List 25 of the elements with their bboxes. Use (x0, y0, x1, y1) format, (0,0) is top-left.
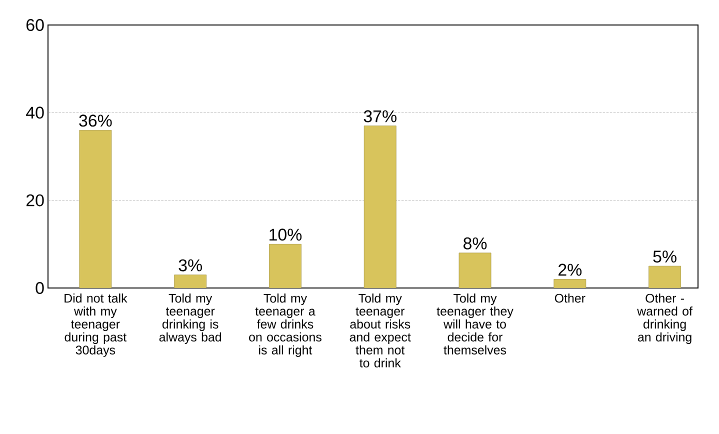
bar (269, 244, 302, 288)
data-label: 10% (270, 228, 302, 241)
x-tick-label: Told my teenager they will have to decide for themselves (436, 294, 514, 354)
x-tick-label: Told my teenager about risks and expect them not to drink (350, 294, 411, 368)
y-tick-label: 20 (26, 194, 44, 206)
x-tick-label: Told my teenager drinking is always bad (159, 294, 222, 344)
bar (554, 279, 586, 288)
data-label: 2% (558, 264, 582, 276)
bar (648, 266, 681, 288)
data-label: 8% (464, 237, 487, 250)
y-tick-label: 60 (26, 19, 44, 31)
x-tick-label: Did not talk with my teenager during past 30days (64, 294, 128, 357)
data-label: 37% (364, 110, 396, 122)
bar (364, 126, 396, 288)
data-label: 36% (79, 114, 112, 127)
bar (174, 274, 206, 288)
bar (79, 130, 112, 288)
x-tick-label: Other - warned of drinking an driving (637, 294, 692, 344)
x-tick-label: Told my teenager a few drinks on occasions is all right (249, 294, 322, 357)
bar (458, 252, 492, 288)
data-label: 5% (653, 250, 676, 263)
y-tick-label: 40 (26, 106, 44, 119)
y-tick-label: 0 (36, 282, 44, 294)
x-tick-label: Other (554, 294, 586, 303)
data-label: 3% (178, 259, 202, 272)
